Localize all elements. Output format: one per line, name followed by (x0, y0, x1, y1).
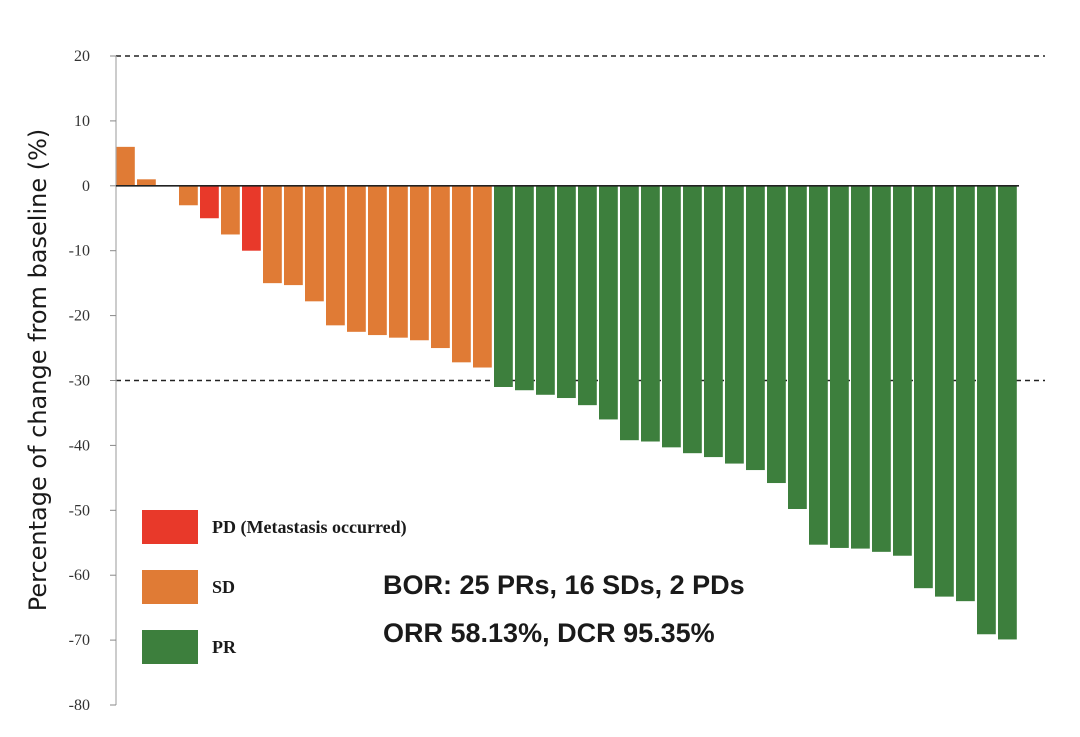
annotation-bor: BOR: 25 PRs, 16 SDs, 2 PDs (383, 570, 745, 600)
bar-pr-29 (725, 185, 744, 464)
bar-sd-1 (137, 179, 156, 186)
bar-pd-6 (242, 185, 261, 251)
y-tick-labels: 20 10 0 -10 -20 -30 -40 -50 -60 -70 -80 (69, 48, 90, 714)
bar-pr-31 (767, 185, 786, 484)
bar-sd-12 (368, 185, 387, 336)
y-tick-label: -10 (69, 243, 90, 260)
y-tick-label: -40 (69, 437, 90, 454)
y-tick-label: 20 (74, 48, 90, 65)
legend: PD (Metastasis occurred) SD PR (142, 510, 407, 664)
bar-sd-3 (179, 185, 198, 206)
annotation-orr-dcr: ORR 58.13%, DCR 95.35% (383, 618, 715, 648)
y-tick-label: -70 (69, 632, 90, 649)
bar-pr-26 (662, 185, 681, 448)
y-tick-label: 10 (74, 113, 90, 130)
bar-pr-35 (851, 185, 870, 549)
bar-pd-4 (200, 185, 219, 219)
y-tick-label: 0 (82, 178, 90, 195)
bar-sd-5 (221, 185, 240, 235)
bar-pr-30 (746, 185, 765, 471)
y-tick-label: -20 (69, 308, 90, 325)
bar-pr-21 (557, 185, 576, 399)
bar-pr-20 (536, 185, 555, 395)
bar-sd-11 (347, 185, 366, 332)
bar-pr-33 (809, 185, 828, 545)
bar-pr-36 (872, 185, 891, 552)
bar-sd-10 (326, 185, 345, 326)
bar-pr-23 (599, 185, 618, 420)
legend-label-pr: PR (212, 637, 237, 657)
bar-pr-22 (578, 185, 597, 406)
bar-pr-18 (494, 185, 513, 387)
bar-sd-13 (389, 185, 408, 338)
bars (116, 146, 1017, 640)
y-tick-label: -80 (69, 697, 90, 714)
bar-pr-28 (704, 185, 723, 458)
y-axis (110, 55, 1019, 706)
bar-sd-8 (284, 185, 303, 286)
bar-sd-14 (410, 185, 429, 341)
bar-sd-7 (263, 185, 282, 284)
bar-pr-42 (998, 185, 1017, 640)
bar-pr-24 (620, 185, 639, 441)
bar-pr-40 (956, 185, 975, 602)
y-tick-label: -30 (69, 373, 90, 390)
legend-label-pd: PD (Metastasis occurred) (212, 517, 407, 538)
y-axis-label: Percentage of change from baseline (%) (24, 129, 52, 612)
bar-sd-15 (431, 185, 450, 349)
legend-swatch-sd (142, 570, 198, 604)
bar-pr-38 (914, 185, 933, 589)
legend-swatch-pr (142, 630, 198, 664)
bar-pr-37 (893, 185, 912, 556)
bar-pr-39 (935, 185, 954, 597)
y-tick-label: -50 (69, 502, 90, 519)
bar-sd-17 (473, 185, 492, 368)
bar-sd-0 (116, 146, 135, 186)
bar-pr-25 (641, 185, 660, 442)
bar-sd-16 (452, 185, 471, 363)
bar-pr-41 (977, 185, 996, 635)
bar-pr-27 (683, 185, 702, 454)
legend-swatch-pd (142, 510, 198, 544)
y-tick-label: -60 (69, 567, 90, 584)
legend-label-sd: SD (212, 577, 235, 597)
bar-pr-34 (830, 185, 849, 548)
bar-pr-19 (515, 185, 534, 391)
bar-sd-9 (305, 185, 324, 302)
bar-pr-32 (788, 185, 807, 510)
